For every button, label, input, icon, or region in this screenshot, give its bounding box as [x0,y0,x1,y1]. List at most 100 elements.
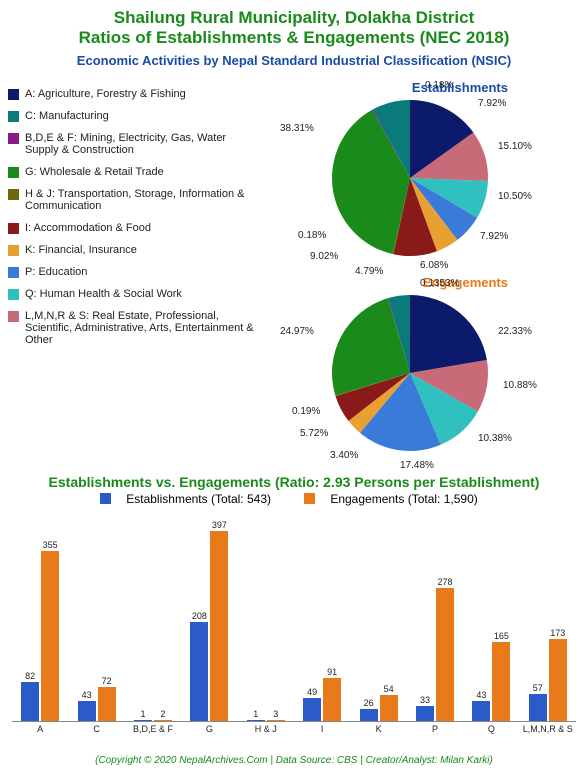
bar-value: 54 [384,684,394,694]
legend-item: K: Financial, Insurance [8,244,258,256]
subtitle: Economic Activities by Nepal Standard In… [0,53,588,68]
bar-value: 1 [253,709,258,719]
bar: 208 [190,622,208,722]
bar: 1 [247,720,265,721]
bar-group: 82355A [19,551,61,721]
bar: 355 [41,551,59,721]
bar-category-label: L,M,N,R & S [523,724,573,734]
bar-group: 4372C [76,687,118,721]
legend-label: P: Education [25,266,87,278]
legend-label: I: Accommodation & Food [25,222,151,234]
main-title: Shailung Rural Municipality, Dolakha Dis… [0,0,588,49]
bar-category-label: Q [488,724,495,734]
legend-label: A: Agriculture, Forestry & Fishing [25,88,186,100]
legend-item: L,M,N,R & S: Real Estate, Professional, … [8,310,258,346]
bar-group: 12B,D,E & F [132,720,174,721]
footer: (Copyright © 2020 NepalArchives.Com | Da… [0,755,588,766]
bar-group: 43165Q [470,642,512,721]
legend-label: G: Wholesale & Retail Trade [25,166,164,178]
bar-value: 208 [192,611,207,621]
bar-category-label: B,D,E & F [133,724,173,734]
bar-value: 91 [327,667,337,677]
title-line2: Ratios of Establishments & Engagements (… [79,28,510,47]
legend-item: C: Manufacturing [8,110,258,122]
pie-pct-label: 24.97% [280,326,314,337]
pie-pct-label: 0.18% [298,230,326,241]
legend-label: H & J: Transportation, Storage, Informat… [25,188,258,212]
legend-swatch [8,89,19,100]
bar-value: 82 [25,671,35,681]
pie-pct-label: 0.1353% [420,278,459,289]
legend-swatch [8,133,19,144]
bar: 2 [154,720,172,721]
legend-swatch [8,223,19,234]
legend-swatch [8,111,19,122]
legend-item: I: Accommodation & Food [8,222,258,234]
bar-value: 165 [494,631,509,641]
bar-group: 13H & J [245,720,287,721]
bar: 49 [303,698,321,721]
bar-category-label: H & J [255,724,277,734]
bar: 173 [549,639,567,722]
bar-category-label: A [37,724,43,734]
bar: 91 [323,678,341,722]
pie-pct-label: 6.08% [420,260,448,271]
bar-group: 57173L,M,N,R & S [527,639,569,722]
bar-category-label: I [321,724,324,734]
legend-swatch [8,245,19,256]
legend-swatch [8,311,19,322]
pie-pct-label: 0.18% [425,80,453,91]
bar-category-label: G [206,724,213,734]
bar-value: 72 [102,676,112,686]
bar: 33 [416,706,434,722]
bar-category-label: C [93,724,100,734]
legend-item: P: Education [8,266,258,278]
bar-value: 397 [212,520,227,530]
bar: 1 [134,720,152,721]
pie-slice [410,295,487,373]
pie-pct-label: 22.33% [498,326,532,337]
bar-value: 43 [82,690,92,700]
bar-value: 57 [533,683,543,693]
bar-group: 208397G [188,531,230,721]
bar: 57 [529,694,547,721]
title-line1: Shailung Rural Municipality, Dolakha Dis… [114,8,475,27]
bar: 278 [436,588,454,721]
bar-value: 3 [273,709,278,719]
legend-item: G: Wholesale & Retail Trade [8,166,258,178]
bar: 43 [78,701,96,722]
bar: 43 [472,701,490,722]
bar-group: 4991I [301,678,343,722]
legend-swatch [8,189,19,200]
pie-pct-label: 7.92% [480,231,508,242]
pie-pct-label: 3.40% [330,450,358,461]
legend-item: H & J: Transportation, Storage, Informat… [8,188,258,212]
bar-chart: 82355A4372C12B,D,E & F208397G13H & J4991… [12,511,576,722]
pie-pct-label: 9.02% [310,251,338,262]
pie-pct-label: 7.92% [478,98,506,109]
legend-item: Q: Human Health & Social Work [8,288,258,300]
bar-legend-1: Establishments (Total: 543) [126,492,271,506]
bar-group: 2654K [358,695,400,721]
legend-label: Q: Human Health & Social Work [25,288,182,300]
pie-pct-label: 10.38% [478,433,512,444]
legend-label: L,M,N,R & S: Real Estate, Professional, … [25,310,258,346]
legend: A: Agriculture, Forestry & Fishing C: Man… [8,88,258,356]
bar: 54 [380,695,398,721]
bar-value: 355 [43,540,58,550]
bar-category-label: K [376,724,382,734]
bar-chart-title: Establishments vs. Engagements (Ratio: 2… [0,474,588,490]
bar-value: 26 [364,698,374,708]
legend-swatch [8,289,19,300]
bar-value: 49 [307,687,317,697]
legend-item: A: Agriculture, Forestry & Fishing [8,88,258,100]
bar: 3 [267,720,285,721]
bar-value: 278 [437,577,452,587]
bar-group: 33278P [414,588,456,721]
pie-pct-label: 0.19% [292,406,320,417]
bar-legend-2: Engagements (Total: 1,590) [330,492,477,506]
legend-label: C: Manufacturing [25,110,109,122]
bar-legend: Establishments (Total: 543) Engagements … [0,492,588,508]
bar: 72 [98,687,116,721]
legend-swatch [8,267,19,278]
